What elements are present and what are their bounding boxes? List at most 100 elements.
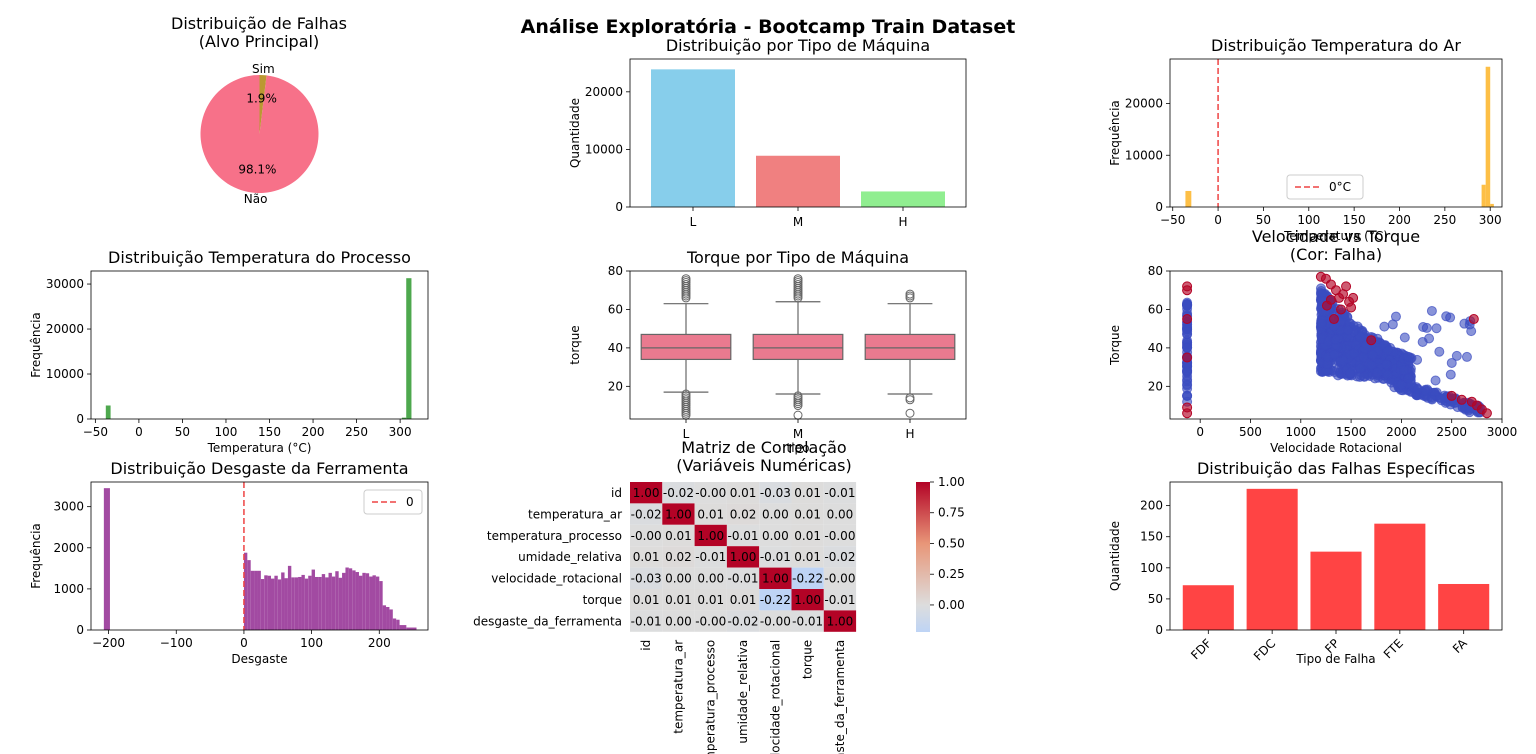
histogram-bar (1490, 203, 1494, 207)
histogram-bar (331, 576, 336, 630)
y-tick-label: 20000 (1125, 97, 1163, 111)
y-tick-label: 10000 (46, 367, 84, 381)
chart-title: Torque por Tipo de Máquina (686, 248, 909, 267)
heatmap-cell (662, 546, 695, 568)
scatter-point (1396, 379, 1407, 390)
heatmap-col-label: temperatura_ar (671, 640, 685, 734)
outlier-point (681, 274, 691, 284)
histogram-bar (325, 577, 329, 630)
scatter-point (1330, 334, 1341, 345)
scatter-point (1372, 367, 1383, 378)
axes-frame (90, 481, 429, 631)
scatter-point (1182, 298, 1193, 309)
heatmap-value: 1.00 (633, 486, 660, 500)
heatmap-value: 0.01 (665, 593, 692, 607)
scatter-point (1402, 351, 1413, 362)
histogram-bar (318, 576, 322, 630)
histogram-bar (291, 577, 295, 630)
histogram-bar (277, 579, 282, 630)
scatter-point (1426, 305, 1437, 316)
histogram-bar (1485, 66, 1491, 207)
histogram-bar (1185, 190, 1192, 207)
histogram-bar (389, 609, 393, 630)
histogram-bar (1481, 184, 1486, 207)
scatter-point (1383, 345, 1394, 356)
axes-frame (629, 58, 967, 208)
histogram-bar (358, 575, 363, 630)
heatmap-value: -0.22 (760, 593, 791, 607)
pie-chart-falhas: Distribuição de Falhas(Alvo Principal) Nã… (171, 14, 347, 206)
heatmap-cell (694, 503, 727, 525)
x-tick-label: −200 (92, 636, 125, 650)
histogram-bar (281, 572, 285, 630)
heatmap-value: -0.00 (631, 529, 662, 543)
heatmap-cell (630, 589, 663, 611)
heatmap-value: 1.00 (665, 507, 692, 521)
bar (1246, 488, 1298, 630)
outlier-point (681, 389, 691, 399)
x-tick-label: −100 (160, 636, 193, 650)
chart-title: Distribuição Temperatura do Ar (1211, 36, 1461, 55)
scatter-point (1333, 370, 1344, 381)
heatmap-cell (630, 610, 663, 632)
heatmap-row-label: temperatura_processo (487, 529, 622, 543)
heatmap-value: -0.01 (824, 486, 855, 500)
x-tick-label: 100 (300, 636, 323, 650)
histogram-bar (338, 577, 343, 630)
scatter-point (1358, 352, 1369, 363)
heatmap-value: 0.01 (794, 550, 821, 564)
scatter-point (1316, 318, 1327, 329)
histogram-bar (386, 606, 390, 630)
pie-label: Não (244, 192, 268, 206)
pie-slice (259, 75, 267, 134)
y-tick-label: 100 (1140, 561, 1163, 575)
axes-frame (629, 270, 967, 420)
scatter-point (1399, 365, 1410, 376)
chart-title: Matriz de Correlação (681, 438, 846, 457)
bar (1182, 585, 1234, 630)
histogram-bar (345, 567, 349, 630)
x-tick-label: 0 (135, 425, 143, 439)
pie-label: Sim (252, 62, 275, 76)
heatmap-value: 0.01 (633, 550, 660, 564)
heatmap-cell (791, 567, 824, 589)
outlier-point (793, 274, 803, 284)
heatmap-value: 0.00 (762, 507, 789, 521)
x-tick-label: FDC (1251, 636, 1278, 663)
heatmap-col-label: velocidade_rotacional (768, 640, 782, 754)
scatter-point (1427, 394, 1438, 405)
heatmap-value: -0.00 (695, 486, 726, 500)
heatmap-value: 0.00 (827, 507, 854, 521)
x-tick-label: 200 (302, 425, 325, 439)
histogram-bar (274, 575, 278, 630)
scatter-point (1461, 351, 1472, 362)
y-tick-label: 200 (1140, 499, 1163, 513)
heatmap-value: -0.01 (695, 550, 726, 564)
y-tick-label: 10000 (1125, 148, 1163, 162)
heatmap-cell (759, 589, 792, 611)
chart-title: Velocidade vs Torque (1252, 227, 1420, 246)
heatmap-cell (823, 482, 857, 504)
y-tick-label: 3000 (53, 500, 84, 514)
heatmap-cell (759, 546, 792, 568)
heatmap-cell (823, 589, 857, 611)
histogram-bar (321, 574, 326, 630)
x-tick-label: L (683, 427, 690, 441)
scatter-point-falha (1182, 314, 1193, 325)
scatter-point (1412, 384, 1423, 395)
heatmap-cell (662, 482, 695, 504)
heatmap-cell (662, 524, 695, 547)
heatmap-value: -0.00 (760, 614, 791, 628)
x-tick-label: FA (1450, 636, 1470, 656)
heatmap-cell (823, 610, 857, 632)
axes-frame (90, 270, 429, 420)
axes-frame (1169, 481, 1503, 631)
scatter-point (1451, 350, 1462, 361)
heatmap-value: 0.00 (665, 572, 692, 586)
heatmap-cell (630, 482, 663, 504)
scatter-point (1355, 363, 1366, 374)
scatter-point (1387, 319, 1398, 330)
outlier-point (905, 408, 915, 418)
heatmap-cell (694, 546, 727, 568)
heatmap-cell (694, 524, 727, 547)
